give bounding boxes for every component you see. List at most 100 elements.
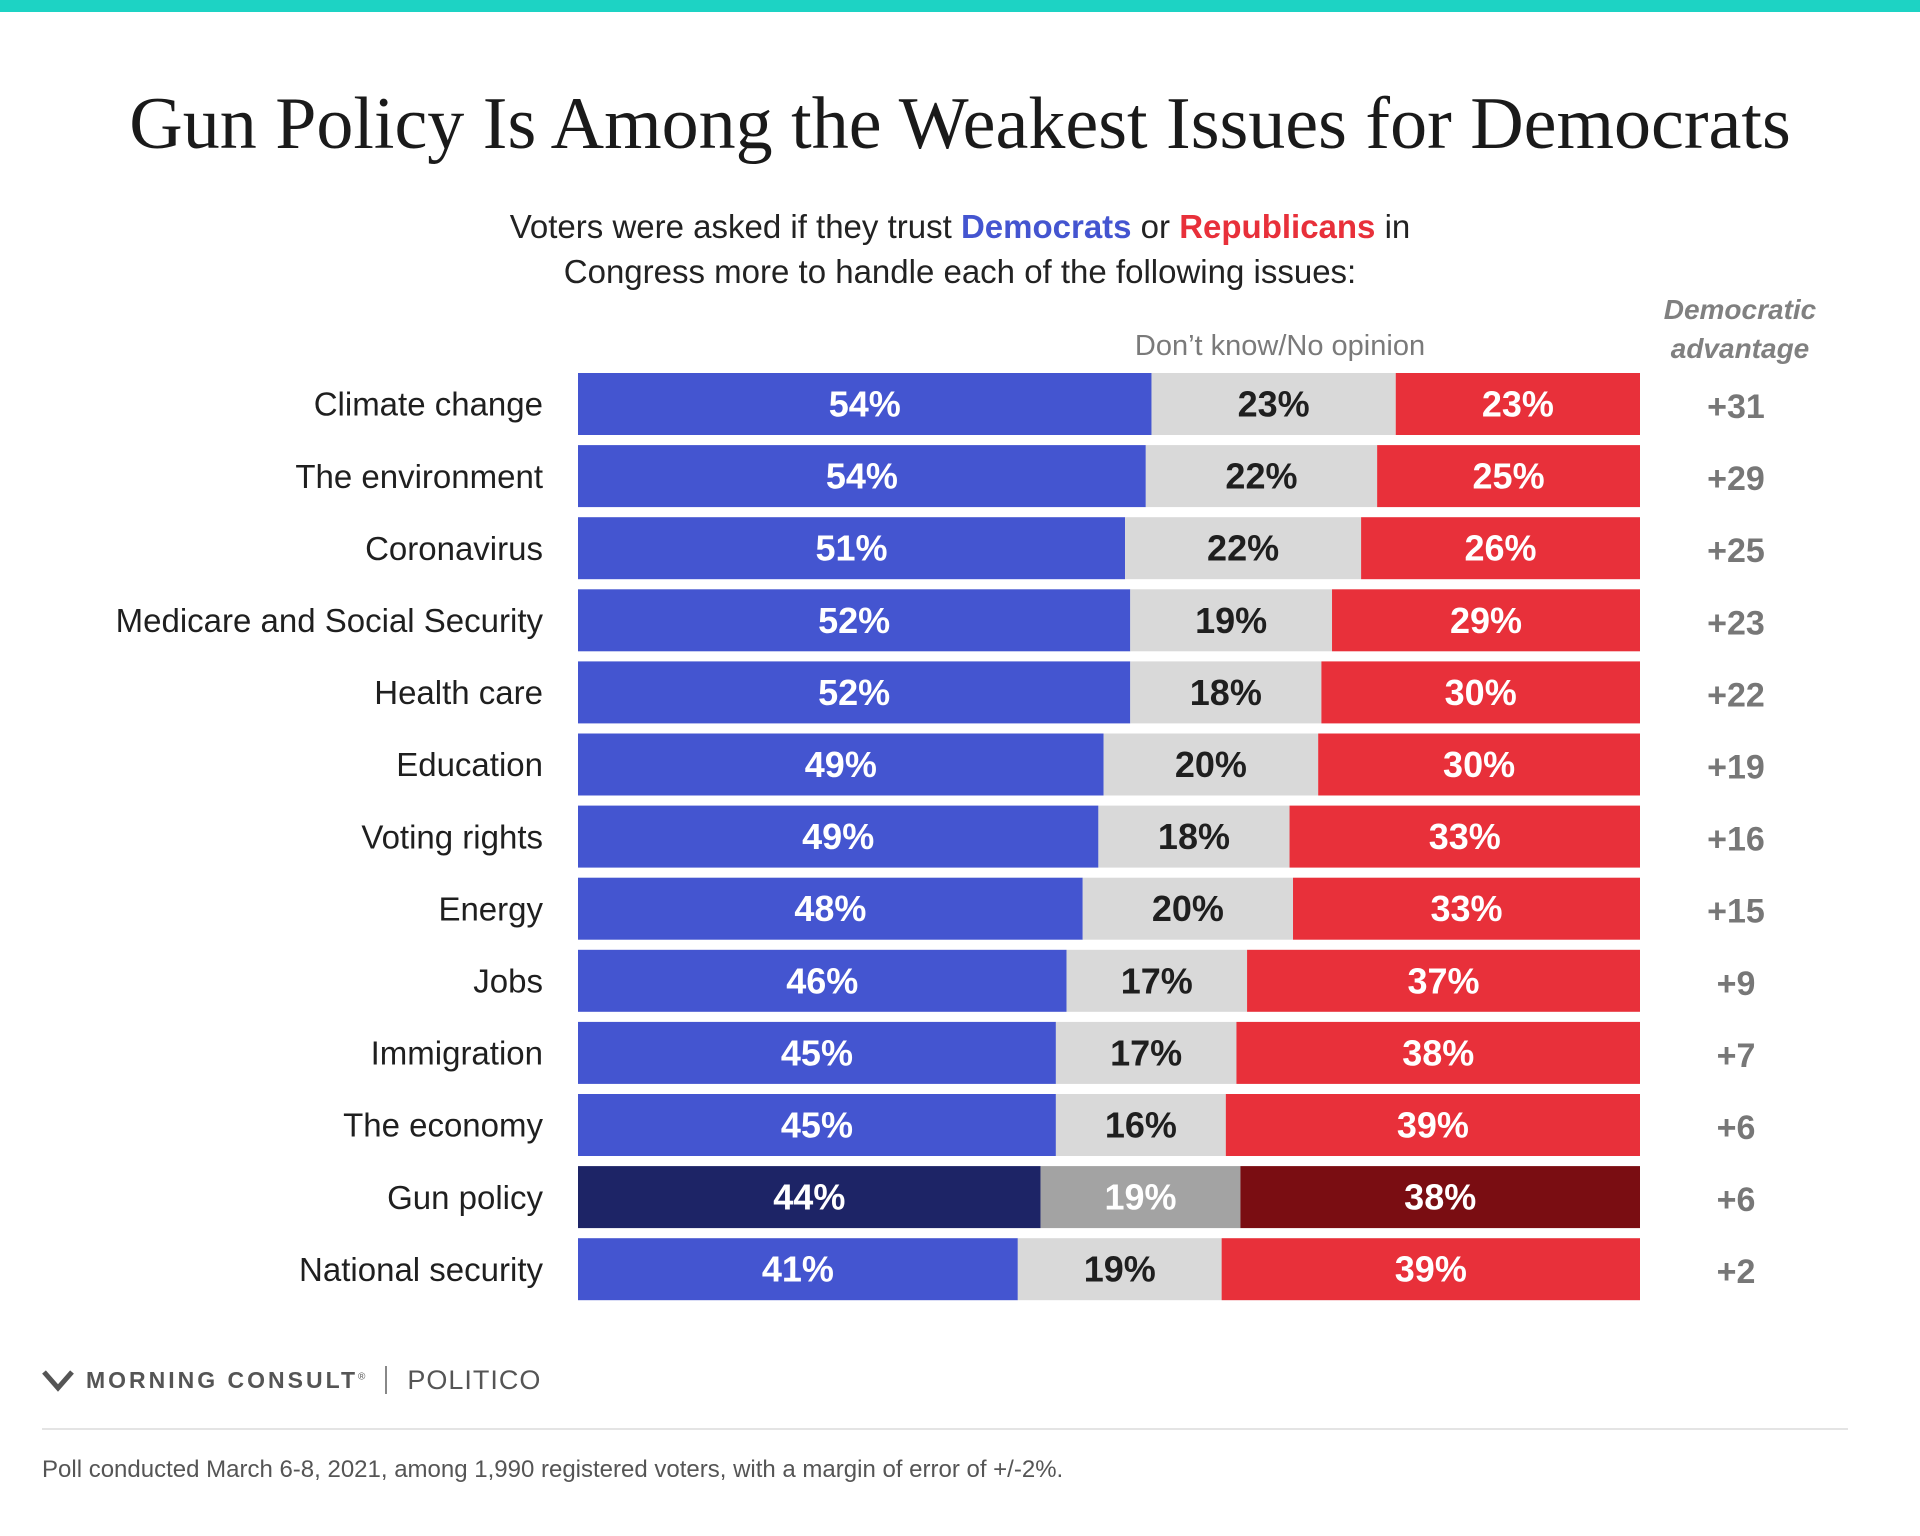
data-label: 52% xyxy=(818,600,890,641)
category-label: Gun policy xyxy=(387,1179,543,1216)
category-label: Climate change xyxy=(314,386,543,423)
bar-republicans xyxy=(1236,1021,1640,1084)
category-label: Medicare and Social Security xyxy=(116,602,544,639)
bar-democrats xyxy=(578,949,1067,1012)
bar-republicans xyxy=(1361,517,1640,580)
advantage-value: +22 xyxy=(1707,676,1765,714)
bar-dont-know xyxy=(1130,661,1322,724)
bar-democrats xyxy=(578,733,1104,796)
logo-divider xyxy=(385,1366,388,1394)
advantage-value: +25 xyxy=(1707,532,1765,570)
subtitle-democrats: Democrats xyxy=(960,208,1132,245)
bar-dont-know xyxy=(1125,517,1362,580)
morning-consult-name: MORNING CONSULT xyxy=(86,1366,359,1393)
data-label: 20% xyxy=(1152,888,1224,929)
bar-dont-know xyxy=(1017,1238,1222,1301)
data-label: 54% xyxy=(826,456,898,497)
bar-democrats xyxy=(578,1094,1056,1156)
bar-dont-know xyxy=(1103,733,1319,796)
bar-democrats xyxy=(578,661,1131,724)
bar-dont-know xyxy=(1040,1166,1241,1229)
bar-republicans xyxy=(1395,373,1640,435)
stacked-bar-chart: Climate change 54% 23% 23% +31 The environmen… xyxy=(116,373,1765,1301)
data-label: 33% xyxy=(1429,816,1501,857)
advantage-value: +7 xyxy=(1717,1037,1756,1075)
subtitle-middle: or xyxy=(1131,208,1180,245)
bar-republicans xyxy=(1247,949,1640,1012)
data-label: 29% xyxy=(1450,600,1522,641)
category-label: The economy xyxy=(343,1107,543,1144)
bar-dont-know xyxy=(1130,589,1333,652)
bar-republicans xyxy=(1377,445,1640,508)
bar-dont-know xyxy=(1055,1094,1226,1156)
data-label: 44% xyxy=(773,1177,845,1218)
category-label: The environment xyxy=(295,458,543,495)
data-label: 26% xyxy=(1465,528,1537,569)
subtitle-republicans: Republicans xyxy=(1179,208,1376,245)
category-label: Coronavirus xyxy=(365,530,543,567)
bar-democrats xyxy=(578,877,1083,940)
data-label: 23% xyxy=(1238,384,1310,425)
politico-logo-text: POLITICO xyxy=(407,1364,542,1395)
bar-dont-know xyxy=(1145,445,1378,508)
bar-dont-know xyxy=(1066,949,1248,1012)
bar-republicans xyxy=(1221,1238,1640,1301)
advantage-value: +23 xyxy=(1707,604,1765,642)
footnote: Poll conducted March 6-8, 2021, among 1,… xyxy=(42,1456,1064,1483)
advantage-value: +31 xyxy=(1707,388,1765,426)
data-label: 20% xyxy=(1175,744,1247,785)
data-label: 49% xyxy=(805,744,877,785)
data-label: 48% xyxy=(794,888,866,929)
legend-dont-know-label: Don’t know/No opinion xyxy=(1134,330,1426,362)
data-label: 52% xyxy=(818,672,890,713)
bar-dont-know xyxy=(1098,805,1290,868)
bar-democrats xyxy=(578,805,1099,868)
data-label: 30% xyxy=(1443,744,1515,785)
bar-democrats xyxy=(578,445,1146,508)
bar-republicans xyxy=(1240,1166,1640,1229)
bar-democrats xyxy=(578,1238,1018,1301)
data-label: 17% xyxy=(1121,960,1193,1001)
data-label: 19% xyxy=(1105,1177,1177,1218)
bar-democrats xyxy=(578,517,1126,580)
morning-consult-logo-icon xyxy=(42,1370,74,1392)
data-label: 37% xyxy=(1407,960,1479,1001)
data-label: 23% xyxy=(1482,384,1554,425)
bar-dont-know xyxy=(1082,877,1294,940)
data-label: 25% xyxy=(1473,456,1545,497)
category-label: Education xyxy=(396,746,543,783)
data-label: 19% xyxy=(1084,1249,1156,1290)
bar-republicans xyxy=(1318,733,1640,796)
advantage-value: +2 xyxy=(1717,1253,1756,1291)
advantage-value: +6 xyxy=(1717,1109,1756,1147)
morning-consult-logo-text: MORNING CONSULT® xyxy=(86,1367,365,1394)
advantage-header-line1: Democratic xyxy=(1663,294,1817,325)
bar-democrats xyxy=(578,1166,1041,1229)
bar-democrats xyxy=(578,373,1152,435)
bar-republicans xyxy=(1225,1094,1640,1156)
data-label: 17% xyxy=(1110,1032,1182,1073)
data-label: 22% xyxy=(1225,456,1297,497)
registered-mark: ® xyxy=(358,1370,366,1382)
category-label: Voting rights xyxy=(361,818,543,855)
advantage-value: +29 xyxy=(1707,460,1765,498)
bar-republicans xyxy=(1332,589,1640,652)
bar-dont-know xyxy=(1055,1021,1237,1084)
data-label: 38% xyxy=(1404,1177,1476,1218)
data-label: 39% xyxy=(1395,1249,1467,1290)
data-label: 16% xyxy=(1105,1105,1177,1146)
category-label: Health care xyxy=(374,674,543,711)
data-label: 38% xyxy=(1402,1032,1474,1073)
advantage-value: +16 xyxy=(1707,821,1765,859)
subtitle-line-1: Voters were asked if they trust Democrat… xyxy=(0,208,1920,246)
data-label: 51% xyxy=(816,528,888,569)
source-logos: MORNING CONSULT® POLITICO xyxy=(42,1362,541,1398)
advantage-value: +6 xyxy=(1717,1181,1756,1219)
category-label: Immigration xyxy=(371,1035,543,1072)
category-label: Jobs xyxy=(473,963,543,1000)
bar-democrats xyxy=(578,1021,1056,1084)
advantage-header: Democratic advantage xyxy=(1620,290,1860,368)
advantage-value: +15 xyxy=(1707,893,1765,931)
data-label: 33% xyxy=(1430,888,1502,929)
data-label: 45% xyxy=(781,1105,853,1146)
